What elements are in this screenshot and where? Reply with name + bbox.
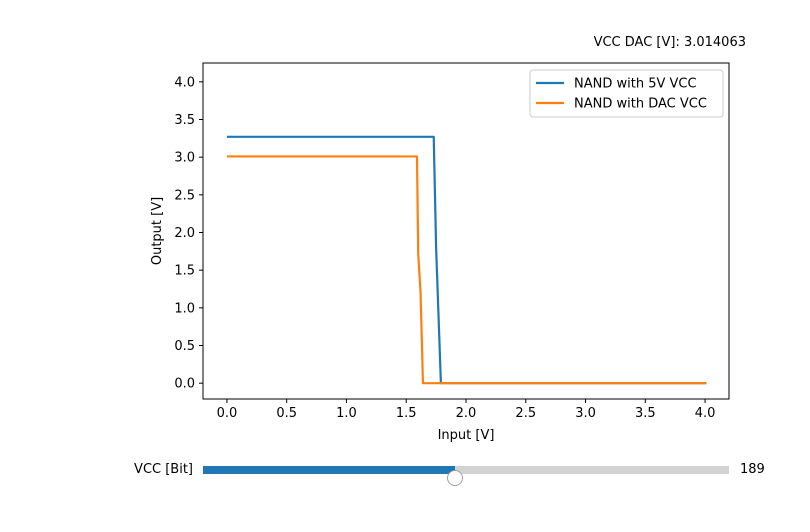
x-tick-label: 3.0 (575, 406, 596, 421)
y-tick-label: 0.5 (174, 339, 195, 354)
y-tick-label: 0.0 (174, 377, 195, 392)
x-tick-label: 3.5 (635, 406, 656, 421)
series-line-nand-dac (226, 155, 707, 385)
x-axis-title: Input [V] (438, 428, 495, 443)
vcc-dac-readout: VCC DAC [V]: 3.014063 (594, 35, 746, 50)
series-line-nand-5v (226, 135, 707, 385)
x-tick-label: 2.0 (456, 406, 477, 421)
y-tick-label: 2.0 (174, 226, 195, 241)
vcc-slider-track[interactable] (203, 466, 729, 486)
y-tick-label: 4.0 (174, 75, 195, 90)
legend-label: NAND with 5V VCC (574, 77, 697, 92)
x-tick-label: 0.0 (217, 406, 238, 421)
vcc-slider-row: VCC [Bit] 189 (0, 458, 810, 486)
x-tick-label: 1.0 (336, 406, 357, 421)
x-tick-label: 2.5 (515, 406, 536, 421)
y-tick-label: 3.5 (174, 113, 195, 128)
x-tick-label: 1.5 (396, 406, 417, 421)
y-tick-label: 3.0 (174, 151, 195, 166)
y-axis-title: Output [V] (150, 197, 165, 265)
legend-label: NAND with DAC VCC (574, 97, 707, 112)
slider-value: 189 (740, 462, 765, 477)
y-tick-label: 2.5 (174, 188, 195, 203)
vcc-slider-fill (203, 466, 456, 474)
x-tick-label: 4.0 (695, 406, 716, 421)
vcc-slider-handle[interactable] (447, 470, 464, 486)
legend-box (529, 69, 724, 118)
y-tick-label: 1.0 (174, 301, 195, 316)
y-tick-label: 1.5 (174, 264, 195, 279)
x-tick-label: 0.5 (276, 406, 297, 421)
slider-label: VCC [Bit] (134, 462, 193, 477)
